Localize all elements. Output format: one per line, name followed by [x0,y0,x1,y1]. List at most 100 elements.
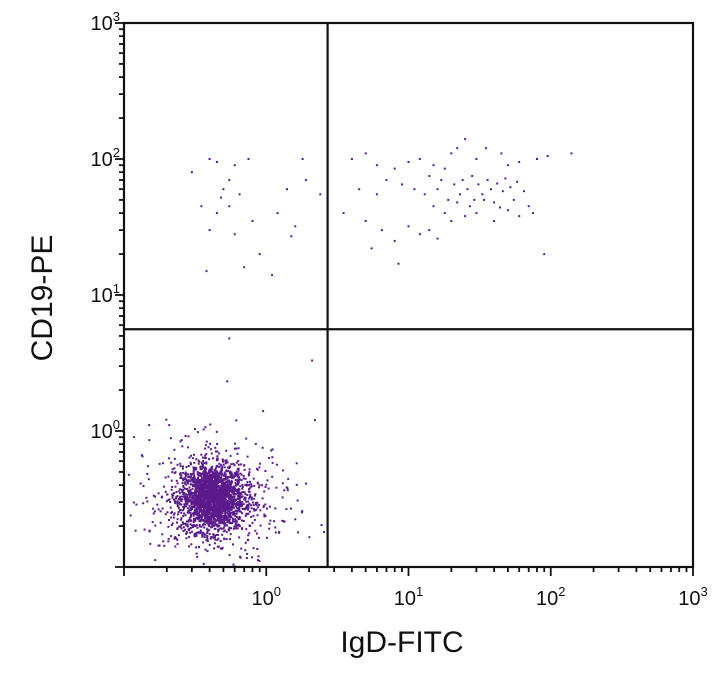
cluster-point [225,502,228,505]
cluster-point [304,482,307,485]
cluster-point [232,487,235,490]
cluster-point [235,516,238,519]
cluster-point [222,490,225,493]
cluster-point [209,512,212,515]
data-point [364,152,367,155]
cluster-point [201,484,204,486]
cluster-point [217,509,220,512]
cluster-point [222,522,225,525]
cluster-point [199,520,202,523]
cluster-point [182,515,185,517]
cluster-point [235,483,238,486]
cluster-point [151,521,154,524]
cluster-point [223,495,225,498]
cluster-point [223,484,226,487]
cluster-point [170,479,173,482]
cluster-point [225,475,228,478]
cluster-point [190,475,193,478]
cluster-point [201,478,204,481]
cluster-point [176,482,179,485]
cluster-point [258,484,261,487]
cluster-point [215,534,218,536]
cluster-point [261,446,264,449]
cluster-point [206,528,209,531]
cluster-point [216,538,219,541]
cluster-point [200,505,203,507]
cluster-point [254,442,257,445]
cluster-point [198,520,201,523]
cluster-point [257,506,259,509]
cluster-point [220,518,223,521]
cluster-point [200,494,203,497]
cluster-point [216,523,219,526]
cluster-point [204,486,207,489]
cluster-point [224,460,227,463]
cluster-point [238,476,240,479]
cluster-point [191,457,194,460]
cluster-point [203,486,205,489]
cluster-point [204,548,207,551]
cluster-point [238,536,241,539]
cluster-point [209,442,212,445]
cluster-point [217,525,220,528]
cluster-point [252,507,255,510]
cluster-point [186,500,189,503]
cluster-point [214,504,217,507]
cluster-point [185,495,188,498]
cluster-point [199,487,202,490]
cluster-point [180,527,183,530]
data-point [461,179,464,182]
cluster-point [200,498,203,501]
cluster-point [209,481,212,484]
cluster-point [198,507,201,510]
cluster-point [134,529,137,532]
cluster-point [212,495,215,498]
cluster-point [209,502,212,505]
cluster-point [226,502,229,504]
cluster-point [256,548,259,550]
cluster-point [203,481,206,484]
cluster-point [197,504,200,507]
data-point [413,188,416,191]
cluster-point [228,554,231,557]
cluster-point [238,510,241,513]
cluster-point [209,473,212,476]
cluster-point [176,527,179,530]
cluster-point [219,547,222,550]
cluster-point [226,504,229,507]
data-point [228,179,231,182]
cluster-point [224,490,227,493]
cluster-point [234,481,237,484]
cluster-point [220,468,223,471]
cluster-point [205,462,208,465]
cluster-point [249,524,252,527]
cluster-point [229,494,232,496]
cluster-point [169,506,172,509]
cluster-point [226,503,229,506]
cluster-point [213,489,216,492]
cluster-point [236,452,239,455]
cluster-point [278,531,281,534]
cluster-point [238,491,241,494]
cluster-point [203,517,206,520]
cluster-point [201,490,204,493]
y-tick-label: 100 [91,417,120,443]
cluster-point [190,526,193,529]
x-axis-label: IgD-FITC [340,626,463,659]
cluster-point [234,499,236,502]
cluster-point [224,493,227,496]
cluster-point [234,509,237,512]
cluster-point [220,512,223,515]
cluster-point [233,464,236,467]
cluster-point [228,504,231,507]
data-point [271,274,274,277]
cluster-point [184,476,187,479]
cluster-point [208,508,211,511]
cluster-point [194,519,197,522]
cluster-point [247,500,250,503]
cluster-point [202,503,205,506]
cluster-point [226,511,229,514]
cluster-point [230,463,233,466]
cluster-point [197,481,200,484]
cluster-point [211,500,214,503]
